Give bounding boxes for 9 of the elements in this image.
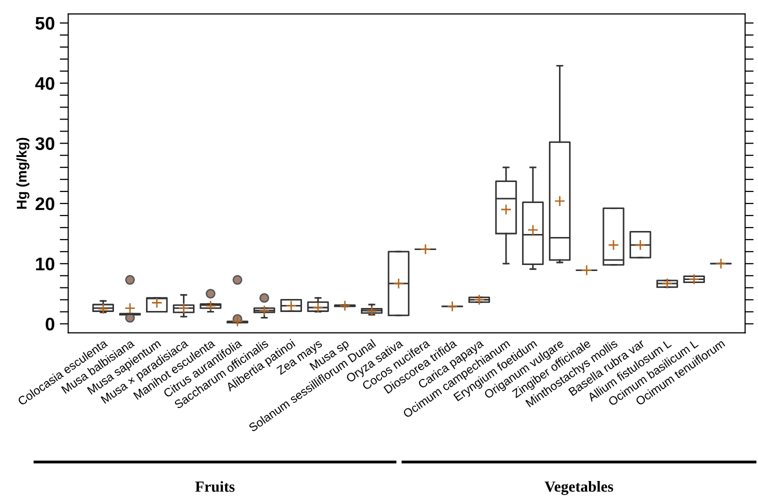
text: Fruits xyxy=(195,481,235,492)
y-tick-label: 40 xyxy=(35,77,54,90)
y-tick-label: 30 xyxy=(35,137,54,150)
y-tick-label: 50 xyxy=(36,16,54,30)
y-tick-label: 20 xyxy=(36,197,54,210)
text: Vegetables xyxy=(544,481,614,495)
y-tick-label: 0 xyxy=(46,318,54,331)
y-tick-label: 10 xyxy=(36,258,54,270)
y-axis-title: Hg (mg/kg) xyxy=(16,138,30,209)
